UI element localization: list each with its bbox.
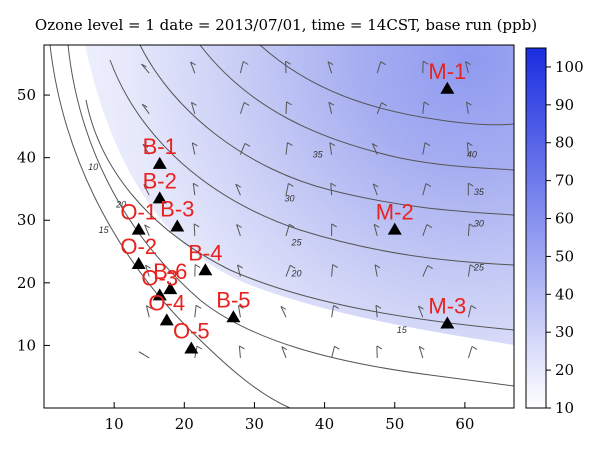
contour-label: 20 [291, 269, 302, 279]
colorbar-tick-label: 90 [555, 96, 574, 114]
y-tick-label: 40 [17, 149, 36, 167]
contour-label: 15 [397, 325, 408, 335]
x-tick-label: 30 [245, 415, 264, 433]
site-label: O-3 [141, 265, 178, 290]
x-tick-label: 20 [175, 415, 194, 433]
contour-label: 25 [291, 237, 303, 247]
contour-label: 35 [313, 150, 324, 160]
colorbar-tick-label: 20 [555, 361, 574, 379]
colorbar-tick-label: 70 [555, 172, 574, 190]
contour-label: 30 [285, 193, 295, 203]
site-label: M-2 [376, 200, 414, 225]
site-label: O-5 [173, 319, 210, 344]
site-label: O-2 [120, 234, 157, 259]
colorbar-tick-label: 30 [555, 323, 574, 341]
y-tick-label: 50 [17, 86, 36, 104]
colorbar-tick-label: 50 [555, 247, 574, 265]
contour-label: 10 [88, 162, 98, 172]
x-tick-label: 60 [455, 415, 474, 433]
site-label: B-2 [143, 168, 177, 193]
wind-barb [194, 224, 195, 236]
contour-label: 35 [474, 187, 485, 197]
site-label: B-5 [216, 287, 250, 312]
site-label: B-1 [143, 134, 177, 159]
site-label: B-3 [160, 197, 194, 222]
colorbar [526, 48, 546, 408]
x-tick-label: 50 [385, 415, 404, 433]
wind-barb [286, 102, 287, 114]
colorbar-tick-label: 100 [555, 58, 584, 76]
site-label: M-3 [428, 294, 466, 319]
chart-title: Ozone level = 1 date = 2013/07/01, time … [35, 16, 537, 34]
site-label: O-1 [120, 200, 157, 225]
y-tick-label: 10 [17, 336, 36, 354]
site-label: M-1 [428, 59, 466, 84]
x-tick-label: 40 [315, 415, 334, 433]
colorbar-ticks: 10 20 30 40 50 60 70 80 90 100 [546, 58, 584, 417]
contour-label: 15 [99, 225, 110, 235]
contour-label: 25 [473, 262, 485, 272]
y-tick-label: 20 [17, 274, 36, 292]
colorbar-tick-label: 60 [555, 210, 574, 228]
y-tick-label: 30 [17, 211, 36, 229]
x-tick-label: 10 [105, 415, 124, 433]
site-label: B-4 [188, 240, 222, 265]
contour-label: 30 [474, 219, 484, 229]
colorbar-tick-label: 80 [555, 134, 574, 152]
site-label: O-4 [148, 290, 185, 315]
contour-label: 40 [467, 150, 477, 160]
colorbar-tick-label: 40 [555, 285, 574, 303]
colorbar-tick-label: 10 [555, 399, 574, 417]
